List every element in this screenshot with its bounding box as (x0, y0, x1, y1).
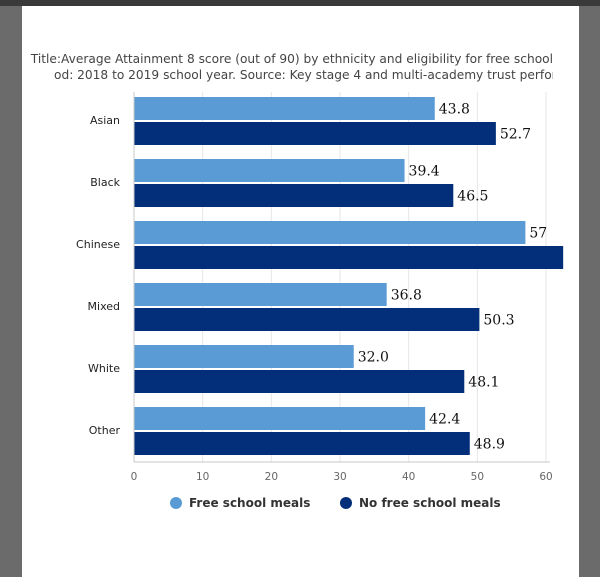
bar-mixed-free-school-meals (134, 283, 387, 306)
x-tick-label-60: 60 (539, 471, 552, 483)
category-label-chinese: Chinese (76, 238, 120, 251)
chart-panel: Title:Average Attainment 8 score (out of… (22, 6, 579, 577)
category-label-mixed: Mixed (88, 300, 120, 313)
data-label-asian-free-school-meals: 43.8 (439, 102, 470, 118)
data-label-mixed-no-free-school-meals: 50.3 (483, 313, 514, 329)
bar-white-no-free-school-meals (134, 370, 465, 393)
bar-chart: 43.8 52.7 Asian 39.4 46.5 Black 57 Chinese 36.8 5… (76, 92, 564, 483)
category-label-other: Other (89, 424, 121, 437)
category-label-white: White (88, 362, 120, 375)
bar-other-no-free-school-meals (134, 432, 470, 455)
data-label-other-free-school-meals: 42.4 (429, 412, 460, 428)
bar-chinese-free-school-meals (134, 221, 526, 244)
x-tick-label-10: 10 (196, 471, 209, 483)
data-label-other-no-free-school-meals: 48.9 (474, 437, 505, 453)
data-label-asian-no-free-school-meals: 52.7 (500, 127, 531, 143)
bar-black-no-free-school-meals (134, 184, 454, 207)
legend-marker-no-free-school-meals (340, 497, 352, 509)
x-tick-label-50: 50 (471, 471, 484, 483)
bar-black-free-school-meals (134, 159, 405, 182)
chart-title-line-2: od: 2018 to 2019 school year. Source: Ke… (54, 68, 553, 82)
window-top-bar (0, 0, 600, 6)
chart-title-line-1: Title:Average Attainment 8 score (out of… (30, 52, 553, 66)
chart-title: Title:Average Attainment 8 score (out of… (22, 52, 553, 88)
category-label-black: Black (90, 176, 120, 189)
x-tick-label-0: 0 (131, 471, 138, 483)
x-tick-label-20: 20 (265, 471, 278, 483)
data-label-mixed-free-school-meals: 36.8 (391, 288, 422, 304)
data-label-chinese-free-school-meals: 57 (529, 226, 547, 242)
legend-label-no-free-school-meals: No free school meals (359, 496, 501, 510)
x-tick-label-40: 40 (402, 471, 415, 483)
legend-label-free-school-meals: Free school meals (189, 496, 311, 510)
data-label-black-free-school-meals: 39.4 (409, 164, 440, 180)
data-label-white-free-school-meals: 32.0 (358, 350, 389, 366)
bar-asian-no-free-school-meals (134, 122, 496, 145)
data-label-black-no-free-school-meals: 46.5 (457, 189, 488, 205)
bar-chinese-no-free-school-meals (134, 246, 564, 269)
bar-white-free-school-meals (134, 345, 354, 368)
bar-mixed-no-free-school-meals (134, 308, 480, 331)
data-label-white-no-free-school-meals: 48.1 (468, 375, 499, 391)
legend-item-free-school-meals[interactable]: Free school meals (170, 496, 310, 510)
x-tick-label-30: 30 (333, 471, 346, 483)
category-label-asian: Asian (90, 114, 120, 127)
legend-marker-free-school-meals (170, 497, 182, 509)
bar-other-free-school-meals (134, 407, 426, 430)
legend-item-no-free-school-meals[interactable]: No free school meals (340, 496, 501, 510)
bar-asian-free-school-meals (134, 97, 435, 120)
